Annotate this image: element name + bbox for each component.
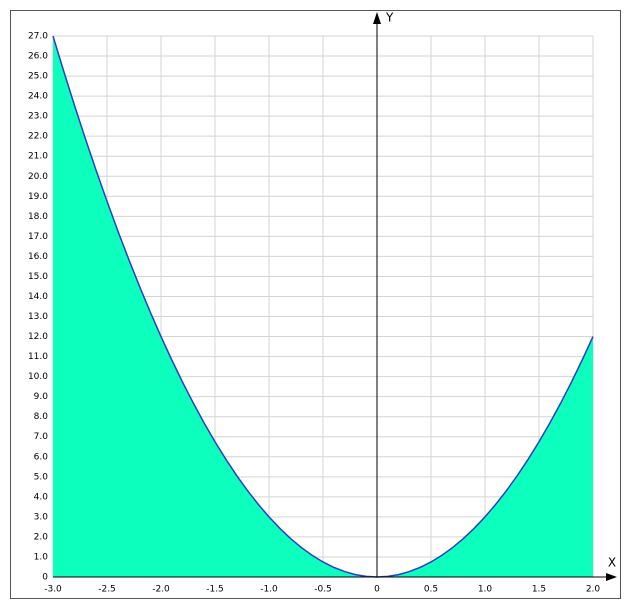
y-tick-label: 24.0 bbox=[28, 92, 48, 102]
y-tick-label: 7.0 bbox=[34, 432, 49, 442]
y-tick-label: 25.0 bbox=[28, 72, 48, 82]
y-tick-label: 0 bbox=[42, 573, 48, 583]
y-tick-label: 22.0 bbox=[28, 132, 48, 142]
y-tick-label: 9.0 bbox=[34, 392, 49, 402]
plot bbox=[52, 35, 594, 578]
y-tick-label: 13.0 bbox=[28, 312, 48, 322]
x-tick-label: 1.5 bbox=[532, 585, 546, 595]
y-tick-label: 19.0 bbox=[28, 192, 48, 202]
y-tick-label: 27.0 bbox=[28, 32, 48, 42]
y-tick-label: 4.0 bbox=[34, 492, 49, 502]
y-tick-label: 11.0 bbox=[28, 352, 48, 362]
y-tick-label: 8.0 bbox=[34, 412, 49, 422]
y-tick-label: 23.0 bbox=[28, 112, 48, 122]
y-tick-label: 1.0 bbox=[34, 552, 49, 562]
y-tick-label: 26.0 bbox=[28, 52, 48, 62]
y-tick-label: 20.0 bbox=[28, 172, 48, 182]
x-tick-label: -1.5 bbox=[206, 585, 224, 595]
x-tick-label: -2.5 bbox=[98, 585, 116, 595]
x-tick-label: 0 bbox=[374, 585, 380, 595]
y-tick-label: 10.0 bbox=[28, 372, 48, 382]
x-axis-arrow bbox=[606, 573, 617, 581]
line bbox=[52, 35, 594, 578]
y-tick-label: 17.0 bbox=[28, 232, 48, 242]
y-tick-label: 3.0 bbox=[34, 512, 49, 522]
area bbox=[53, 36, 593, 577]
y-axis-arrow bbox=[373, 12, 381, 24]
y-axis-label: Y bbox=[385, 11, 394, 25]
y-tick-label: 14.0 bbox=[28, 292, 48, 302]
x-tick-label: 1.0 bbox=[478, 585, 493, 595]
y-tick-label: 21.0 bbox=[28, 152, 48, 162]
x-tick-label: -1.0 bbox=[260, 585, 278, 595]
y-tick-label: 5.0 bbox=[34, 472, 49, 482]
axes: 0 1.0 2.0 3.0 4.0 5.0 6.0 7.0 8.0 9.0 10.0 11.0 12.0… bbox=[28, 12, 617, 595]
x-axis-label: X bbox=[608, 556, 616, 570]
y-tick-label: 18.0 bbox=[28, 212, 48, 222]
x-tick-label: -3.0 bbox=[44, 585, 62, 595]
y-tick-label: 16.0 bbox=[28, 252, 48, 262]
y-tick-label: 6.0 bbox=[34, 452, 49, 462]
x-tick-label: -2.0 bbox=[152, 585, 170, 595]
x-tick-label: -0.5 bbox=[314, 585, 332, 595]
y-tick-label: 15.0 bbox=[28, 272, 48, 282]
x-tick-label: 0.5 bbox=[424, 585, 438, 595]
y-tick-label: 12.0 bbox=[28, 332, 48, 342]
y-tick-label: 2.0 bbox=[34, 532, 49, 542]
x-tick-label: 2.0 bbox=[586, 585, 601, 595]
